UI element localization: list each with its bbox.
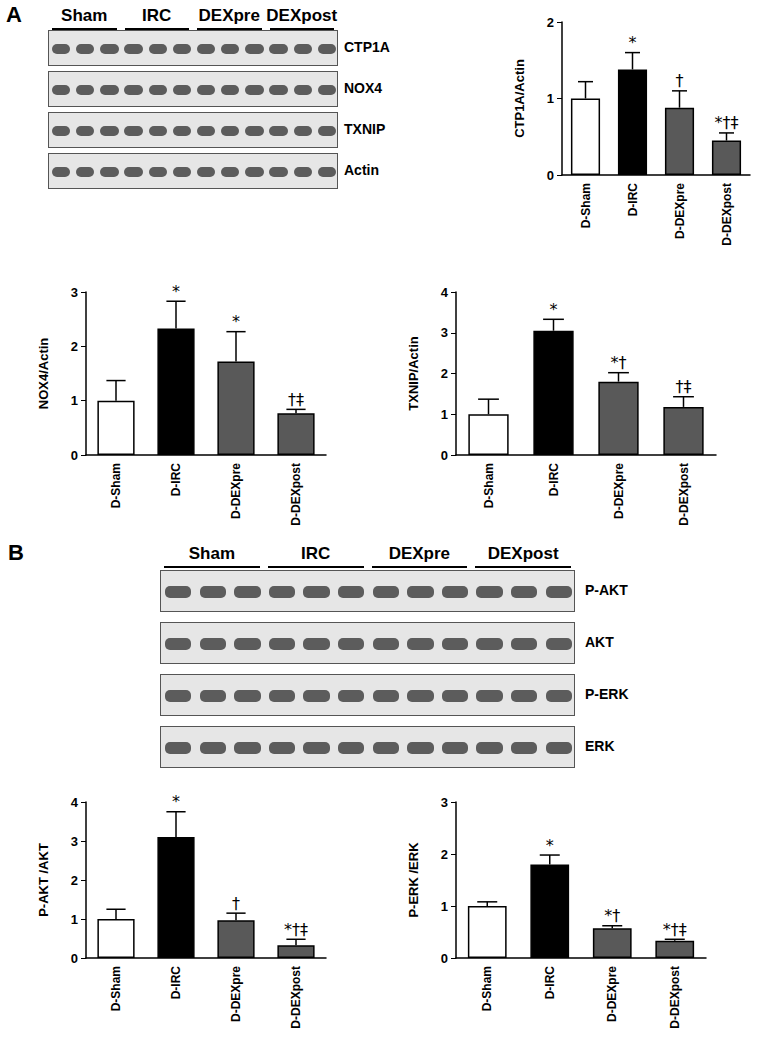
svg-text:*: * — [172, 792, 180, 811]
svg-text:1: 1 — [441, 899, 448, 914]
svg-text:P-AKT /AKT: P-AKT /AKT — [36, 843, 51, 917]
svg-text:D-IRC: D-IRC — [626, 183, 640, 217]
html-text:DEXpost: DEXpost — [487, 544, 559, 563]
svg-text:*†: *† — [611, 353, 627, 372]
svg-text:*: * — [232, 312, 240, 331]
svg-text:3: 3 — [441, 795, 448, 810]
html-text:B: B — [8, 540, 24, 565]
svg-text:0: 0 — [441, 951, 448, 966]
svg-text:*†: *† — [604, 906, 620, 925]
svg-text:†: † — [232, 894, 240, 913]
html-text:CTP1A: CTP1A — [344, 39, 390, 55]
svg-text:D-Sham: D-Sham — [109, 966, 123, 1011]
svg-text:*†‡: *†‡ — [715, 113, 739, 132]
svg-text:D-Sham: D-Sham — [482, 463, 496, 508]
svg-text:1: 1 — [547, 91, 554, 106]
html-text:P-AKT: P-AKT — [585, 582, 628, 598]
svg-text:*: * — [550, 300, 558, 319]
svg-text:D-IRC: D-IRC — [169, 966, 183, 1000]
svg-text:*: * — [172, 282, 180, 301]
svg-text:†‡: †‡ — [676, 377, 692, 396]
svg-text:4: 4 — [71, 795, 79, 810]
svg-text:1: 1 — [71, 393, 78, 408]
svg-text:†: † — [676, 71, 684, 90]
svg-text:0: 0 — [547, 168, 554, 183]
svg-text:4: 4 — [441, 285, 449, 300]
svg-text:D-DEXpre: D-DEXpre — [605, 966, 619, 1022]
html-text:AKT: AKT — [585, 634, 614, 650]
svg-text:NOX4/Actin: NOX4/Actin — [36, 338, 51, 410]
svg-text:1: 1 — [71, 912, 78, 927]
svg-text:*†‡: *†‡ — [284, 920, 308, 939]
svg-text:2: 2 — [71, 873, 78, 888]
svg-text:0: 0 — [71, 951, 78, 966]
html-text:Sham: Sham — [188, 544, 235, 563]
html-text:NOX4: NOX4 — [344, 80, 383, 96]
svg-text:D-Sham: D-Sham — [480, 966, 494, 1011]
svg-text:D-DEXpost: D-DEXpost — [677, 463, 691, 526]
svg-text:D-DEXpre: D-DEXpre — [612, 463, 626, 519]
svg-text:D-Sham: D-Sham — [109, 463, 123, 508]
svg-text:D-DEXpost: D-DEXpost — [289, 966, 303, 1029]
svg-text:3: 3 — [71, 834, 78, 849]
html-text:Actin: Actin — [344, 162, 379, 178]
html-text:DEXpre DEXpost: DEXpre DEXpost — [198, 6, 338, 25]
svg-text:D-DEXpre: D-DEXpre — [229, 966, 243, 1022]
svg-text:3: 3 — [441, 325, 448, 340]
svg-text:D-DEXpre: D-DEXpre — [673, 183, 687, 239]
html-text:A: A — [6, 2, 22, 27]
svg-text:2: 2 — [441, 847, 448, 862]
html-text:P-ERK: P-ERK — [585, 686, 629, 702]
html-text:DEXpre: DEXpre — [388, 544, 451, 563]
svg-text:D-DEXpre: D-DEXpre — [229, 463, 243, 519]
svg-text:0: 0 — [441, 448, 448, 463]
svg-text:TXNIP/Actin: TXNIP/Actin — [406, 336, 421, 410]
svg-text:*: * — [546, 836, 554, 855]
svg-text:CTP1A/Actin: CTP1A/Actin — [512, 59, 527, 138]
html-text:IRC: IRC — [301, 544, 331, 563]
svg-text:*†‡: *†‡ — [663, 920, 687, 939]
svg-text:*: * — [629, 33, 637, 52]
html-text:IRC: IRC — [142, 6, 172, 25]
svg-text:D-DEXpost: D-DEXpost — [720, 183, 734, 246]
svg-text:2: 2 — [71, 339, 78, 354]
svg-text:D-IRC: D-IRC — [169, 463, 183, 497]
html-text:ERK: ERK — [585, 738, 615, 754]
svg-text:D-DEXpost: D-DEXpost — [289, 463, 303, 526]
svg-text:3: 3 — [71, 285, 78, 300]
svg-text:2: 2 — [441, 366, 448, 381]
html-text:Sham: Sham — [61, 6, 108, 25]
svg-text:D-DEXpost: D-DEXpost — [668, 966, 682, 1029]
svg-text:0: 0 — [71, 448, 78, 463]
svg-text:D-IRC: D-IRC — [547, 463, 561, 497]
svg-text:P-ERK /ERK: P-ERK /ERK — [406, 842, 421, 918]
svg-text:D-Sham: D-Sham — [579, 183, 593, 228]
svg-text:2: 2 — [547, 15, 554, 30]
svg-text:†‡: †‡ — [288, 390, 304, 409]
svg-text:D-IRC: D-IRC — [543, 966, 557, 1000]
html-text:TXNIP: TXNIP — [344, 121, 386, 137]
svg-text:1: 1 — [441, 407, 448, 422]
